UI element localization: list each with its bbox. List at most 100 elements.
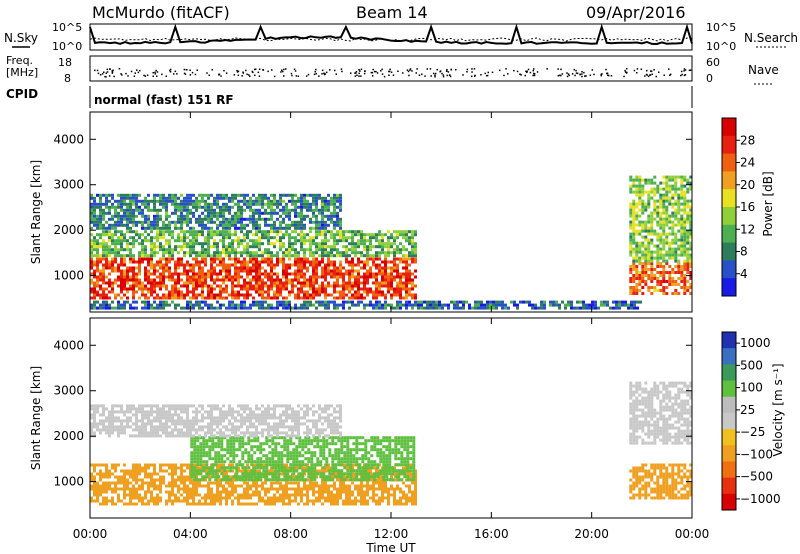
heatmap-cell bbox=[282, 484, 285, 488]
heatmap-cell bbox=[286, 469, 290, 473]
heatmap-cell bbox=[342, 290, 345, 294]
heatmap-cell bbox=[195, 205, 198, 209]
heatmap-cell bbox=[306, 199, 309, 203]
heatmap-cell bbox=[324, 242, 327, 246]
heatmap-cell bbox=[141, 281, 144, 285]
heatmap-cell bbox=[204, 202, 207, 206]
heatmap-cell bbox=[255, 223, 258, 227]
heatmap-cell bbox=[294, 496, 297, 500]
heatmap-cell bbox=[644, 202, 648, 206]
heatmap-cell bbox=[288, 278, 291, 282]
heatmap-cell bbox=[659, 247, 663, 251]
heatmap-cell bbox=[258, 269, 261, 273]
heatmap-cell bbox=[348, 281, 351, 285]
heatmap-cell bbox=[211, 436, 215, 440]
heatmap-cell bbox=[213, 257, 216, 261]
heatmap-cell bbox=[265, 460, 269, 464]
heatmap-cell bbox=[635, 274, 639, 277]
heatmap-cell bbox=[264, 248, 267, 252]
heatmap-cell bbox=[674, 190, 678, 194]
heatmap-cell bbox=[312, 290, 315, 294]
heatmap-cell bbox=[405, 499, 408, 503]
heatmap-cell bbox=[201, 257, 204, 261]
heatmap-cell bbox=[123, 487, 126, 491]
heatmap-cell bbox=[414, 472, 417, 476]
heatmap-cell bbox=[315, 196, 318, 200]
heatmap-cell bbox=[674, 187, 678, 191]
heatmap-cell bbox=[96, 281, 99, 285]
heatmap-cell bbox=[381, 266, 384, 270]
heatmap-cell bbox=[647, 205, 651, 209]
heatmap-cell bbox=[123, 272, 126, 276]
heatmap-cell bbox=[93, 300, 96, 304]
heatmap-cell bbox=[264, 490, 267, 494]
heatmap-cell bbox=[111, 269, 114, 273]
heatmap-cell bbox=[312, 481, 315, 485]
heatmap-cell bbox=[486, 303, 489, 307]
heatmap-cell bbox=[321, 196, 324, 200]
heatmap-cell bbox=[561, 300, 564, 304]
heatmap-cell bbox=[297, 487, 300, 491]
heatmap-cell bbox=[390, 242, 393, 246]
heatmap-cell bbox=[129, 496, 132, 500]
heatmap-cell bbox=[671, 280, 675, 283]
heatmap-cell bbox=[153, 226, 156, 230]
heatmap-cell bbox=[279, 236, 282, 240]
heatmap-cell bbox=[207, 242, 210, 246]
heatmap-cell bbox=[677, 220, 681, 224]
heatmap-cell bbox=[309, 217, 312, 221]
heatmap-cell bbox=[189, 233, 192, 237]
heatmap-cell bbox=[300, 217, 303, 221]
heatmap-cell bbox=[495, 306, 498, 310]
heatmap-cell bbox=[324, 306, 327, 310]
heatmap-cell bbox=[309, 293, 312, 297]
heatmap-cell bbox=[180, 245, 183, 249]
heatmap-cell bbox=[156, 484, 159, 488]
heatmap-cell bbox=[600, 303, 603, 307]
heatmap-cell bbox=[162, 296, 165, 300]
heatmap-cell bbox=[144, 502, 147, 506]
heatmap-cell bbox=[339, 290, 342, 294]
heatmap-cell bbox=[231, 214, 234, 218]
heatmap-cell bbox=[261, 257, 264, 261]
heatmap-cell bbox=[171, 478, 174, 482]
heatmap-cell bbox=[123, 484, 126, 488]
heatmap-cell bbox=[318, 496, 321, 500]
heatmap-cell bbox=[247, 460, 251, 464]
heatmap-cell bbox=[114, 205, 117, 209]
heatmap-cell bbox=[126, 239, 129, 243]
y-tick-label: 1000 bbox=[53, 269, 84, 283]
heatmap-cell bbox=[387, 251, 390, 255]
heatmap-cell bbox=[232, 454, 236, 458]
heatmap-cell bbox=[159, 499, 162, 503]
heatmap-cell bbox=[93, 490, 96, 494]
heatmap-cell bbox=[348, 254, 351, 258]
heatmap-cell bbox=[641, 205, 645, 209]
heatmap-cell bbox=[339, 260, 342, 264]
heatmap-cell bbox=[668, 187, 672, 191]
heatmap-cell bbox=[369, 248, 372, 252]
heatmap-cell bbox=[180, 481, 183, 485]
heatmap-cell bbox=[144, 493, 147, 497]
heatmap-cell bbox=[141, 211, 144, 215]
colorbar-tick-label: 24 bbox=[740, 156, 755, 170]
heatmap-cell bbox=[618, 306, 621, 310]
heatmap-cell bbox=[408, 300, 411, 304]
heatmap-cell bbox=[105, 226, 108, 230]
heatmap-cell bbox=[213, 208, 216, 212]
heatmap-cell bbox=[132, 211, 135, 215]
heatmap-cell bbox=[552, 303, 555, 307]
heatmap-cell bbox=[99, 502, 102, 506]
heatmap-cell bbox=[198, 303, 201, 307]
heatmap-cell bbox=[234, 263, 237, 267]
heatmap-cell bbox=[656, 283, 660, 286]
heatmap-cell bbox=[196, 451, 200, 455]
heatmap-cell bbox=[222, 196, 225, 200]
heatmap-cell bbox=[108, 266, 111, 270]
heatmap-cell bbox=[256, 448, 260, 452]
heatmap-cell bbox=[105, 499, 108, 503]
heatmap-cell bbox=[635, 232, 639, 236]
heatmap-cell bbox=[683, 211, 687, 215]
heatmap-cell bbox=[647, 238, 651, 242]
heatmap-cell bbox=[147, 290, 150, 294]
